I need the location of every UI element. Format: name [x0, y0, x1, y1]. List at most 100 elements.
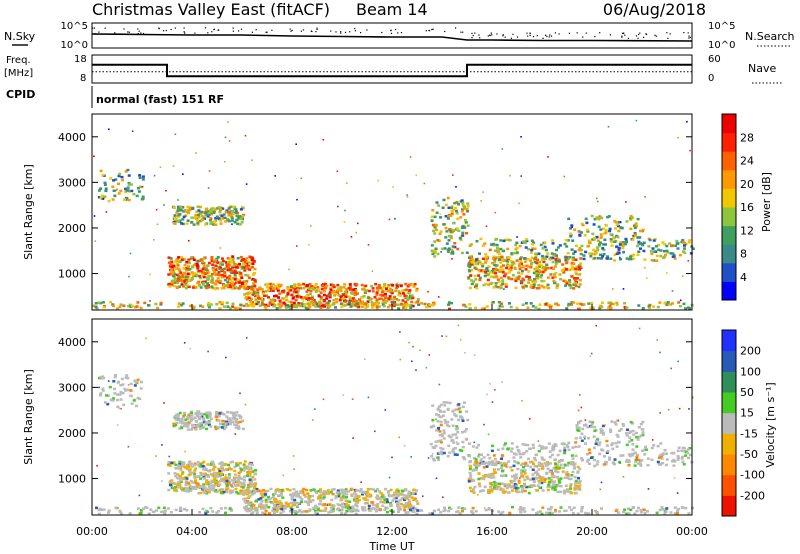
- nsky-point: [669, 33, 671, 35]
- power-cell: [219, 222, 223, 225]
- velocity-cell: [216, 481, 220, 484]
- power-cell: [503, 274, 506, 278]
- velocity-cell: [386, 500, 389, 504]
- velocity-cell: [453, 453, 457, 456]
- power-cell: [522, 240, 526, 243]
- velocity-cell: [173, 488, 177, 491]
- velocity-cell: [183, 424, 186, 428]
- velocity-cell: [360, 481, 362, 483]
- power-cell: [651, 247, 655, 250]
- velocity-cell: [183, 507, 186, 511]
- power-cell: [621, 243, 625, 247]
- velocity-cell: [406, 511, 410, 514]
- velocity-cell: [496, 448, 500, 451]
- velocity-cell: [611, 447, 615, 451]
- power-cell: [392, 304, 396, 308]
- velocity-cell: [314, 506, 318, 509]
- nsky-point: [354, 27, 356, 30]
- velocity-cell: [598, 452, 602, 456]
- power-cell: [558, 244, 562, 247]
- power-cell: [553, 281, 557, 285]
- power-cell: [178, 276, 182, 280]
- velocity-cell: [531, 473, 535, 476]
- velocity-cell: [180, 426, 184, 430]
- power-cell: [307, 296, 311, 300]
- power-cell: [244, 273, 248, 277]
- velocity-cell: [573, 486, 577, 490]
- velocity-cell: [206, 463, 210, 466]
- power-cell: [234, 286, 238, 289]
- velocity-cell: [414, 507, 418, 511]
- velocity-cell: [174, 467, 178, 470]
- velocity-cell: [502, 444, 506, 447]
- velocity-cell: [297, 501, 301, 505]
- velocity-cell: [214, 473, 218, 477]
- nsky-point: [366, 29, 368, 31]
- power-cell: [567, 302, 571, 306]
- power-cell: [527, 248, 531, 251]
- velocity-cell: [261, 504, 265, 507]
- velocity-cell: [428, 512, 432, 515]
- power-cell: [230, 287, 234, 290]
- velocity-cell: [178, 479, 182, 482]
- power-cell: [540, 254, 544, 258]
- velocity-cell: [341, 506, 345, 509]
- velocity-cell: [404, 489, 408, 492]
- velocity-cell: [570, 491, 573, 495]
- velocity-cell: [334, 494, 338, 498]
- velocity-cell: [592, 458, 596, 462]
- power-cell: [372, 302, 376, 305]
- velocity-cell: [129, 389, 133, 392]
- velocity-cell: [294, 510, 297, 513]
- velocity-cell: [450, 439, 454, 442]
- power-cell: [498, 304, 502, 308]
- velocity-cell: [619, 462, 621, 464]
- power-cell: [377, 284, 381, 287]
- power-cell: [596, 197, 598, 200]
- velocity-cell: [501, 488, 505, 491]
- velocity-cell: [533, 464, 537, 468]
- power-cell: [449, 235, 453, 238]
- power-cell: [622, 250, 626, 254]
- power-cell: [233, 211, 237, 214]
- power-cell: [593, 250, 597, 253]
- nsky-point: [688, 37, 690, 39]
- velocity-cell: [345, 500, 349, 503]
- power-cell: [629, 255, 632, 258]
- velocity-cell: [300, 497, 304, 501]
- velocity-cell: [567, 461, 571, 465]
- velocity-cell: [494, 389, 496, 391]
- velocity-cell: [677, 507, 681, 511]
- velocity-cell: [198, 464, 202, 468]
- velocity-cell: [550, 480, 554, 484]
- velocity-cell: [154, 509, 158, 512]
- velocity-cell: [529, 447, 532, 450]
- velocity-cell: [664, 510, 668, 513]
- velocity-cell: [610, 443, 614, 447]
- velocity-cell: [100, 508, 104, 512]
- power-cell: [233, 274, 237, 277]
- nsky-point: [251, 31, 253, 33]
- velocity-cell: [540, 467, 544, 470]
- power-cell: [530, 263, 533, 266]
- power-cell: [252, 260, 256, 263]
- power-cell: [407, 283, 411, 287]
- power-cell: [576, 302, 580, 305]
- power-cell: [433, 255, 437, 258]
- power-cell: [238, 262, 242, 266]
- power-cell: [596, 257, 600, 260]
- velocity-cell: [556, 484, 560, 488]
- velocity-cell: [574, 441, 578, 444]
- power-cell: [504, 238, 508, 241]
- velocity-cell: [170, 461, 174, 465]
- velocity-cell: [660, 455, 663, 458]
- power-cell: [570, 224, 574, 227]
- power-cell: [343, 283, 347, 286]
- velocity-colorbar-swatch: [722, 454, 736, 476]
- power-cell: [456, 247, 460, 251]
- power-cell: [183, 272, 187, 276]
- velocity-cell: [605, 451, 609, 454]
- velocity-cell: [572, 463, 576, 467]
- power-cell: [569, 303, 573, 306]
- velocity-cell: [567, 448, 571, 452]
